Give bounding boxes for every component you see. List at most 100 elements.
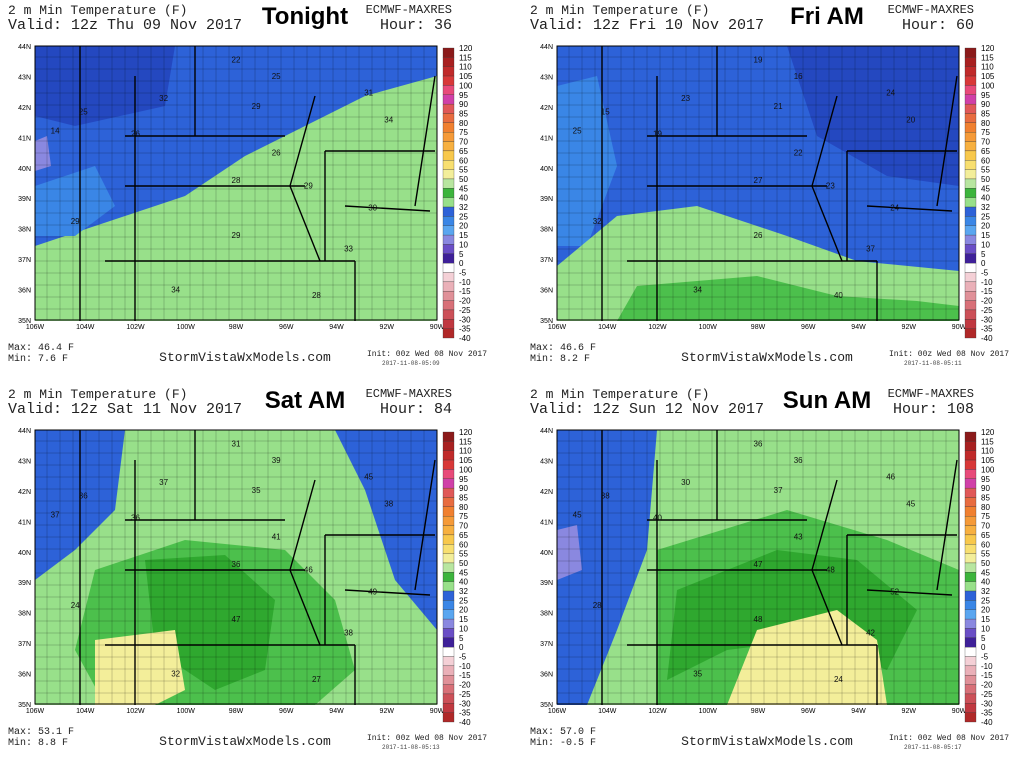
- colorbar-label: 120: [981, 428, 995, 437]
- colorbar-label: 45: [459, 568, 468, 577]
- station-value: 35: [693, 670, 702, 679]
- colorbar-cell: [964, 506, 977, 517]
- colorbar-cell: [442, 197, 455, 208]
- station-value: 52: [890, 587, 899, 596]
- colorbar-label: 110: [981, 447, 994, 456]
- temperature-map: 22 25 32 29 25 26 14 26 31 34 28 29 30 29 33 34 29 28: [34, 45, 438, 321]
- colorbar-cell: [964, 150, 977, 161]
- station-value: 36: [754, 439, 763, 448]
- colorbar-cell: [442, 572, 455, 582]
- site-name: StormVistaWxModels.com: [159, 350, 331, 365]
- latitude-label: 35N: [540, 702, 553, 709]
- state-boundary: [289, 185, 321, 262]
- colorbar-cell: [442, 534, 455, 545]
- colorbar-cell: [442, 141, 455, 152]
- colorbar-label: 115: [981, 437, 994, 446]
- colorbar-label: 20: [459, 606, 468, 615]
- colorbar-label: -25: [981, 306, 993, 315]
- station-value: 24: [71, 601, 80, 610]
- colorbar-cell: [442, 618, 455, 629]
- station-value: 26: [754, 231, 763, 240]
- colorbar-label: -40: [981, 718, 993, 727]
- colorbar-label: 95: [459, 475, 468, 484]
- panel-label: Tonight: [262, 3, 348, 30]
- init-time: Init: 00z Wed 08 Nov 2017: [889, 350, 1009, 359]
- colorbar-label: 10: [459, 240, 468, 249]
- colorbar-cell: [964, 103, 977, 114]
- min-value: Min: 8.2 F: [530, 353, 590, 365]
- colorbar-label: 0: [459, 643, 464, 652]
- colorbar-cell: [442, 562, 455, 573]
- colorbar-label: 60: [459, 540, 468, 549]
- station-value: 19: [653, 129, 662, 138]
- colorbar-cell: [964, 450, 977, 461]
- colorbar-cell: [964, 75, 977, 86]
- colorbar-label: -30: [459, 699, 471, 708]
- model-name: ECMWF-MAXRES: [888, 3, 974, 17]
- colorbar-label: 10: [981, 624, 990, 633]
- colorbar-cell: [442, 291, 455, 301]
- created-stamp: 2017-11-08-05:17: [904, 744, 962, 751]
- model-panel: 2 m Min Temperature (F)Valid: 12z Sun 12…: [530, 387, 1009, 751]
- station-value: 24: [886, 88, 895, 97]
- station-value: 23: [826, 181, 835, 190]
- colorbar-cell: [964, 141, 977, 152]
- model-panel: 2 m Min Temperature (F)Valid: 12z Fri 10…: [530, 3, 1009, 367]
- colorbar-cell: [442, 103, 455, 114]
- colorbar-cell: [442, 665, 455, 676]
- latitude-label: 40N: [540, 166, 553, 173]
- temperature-region: [35, 136, 51, 171]
- colorbar-label: 85: [981, 109, 990, 118]
- map-border: [34, 429, 438, 705]
- colorbar-label: -30: [981, 699, 993, 708]
- temperature-region: [35, 166, 115, 236]
- state-boundary: [811, 95, 838, 187]
- latitude-label: 39N: [540, 580, 553, 587]
- colorbar-label: -25: [459, 690, 471, 699]
- created-stamp: 2017-11-08-05:09: [382, 360, 440, 367]
- colorbar-cell: [442, 300, 455, 311]
- latitude-label: 38N: [540, 611, 553, 618]
- colorbar-label: 75: [459, 128, 468, 137]
- colorbar-cell: [442, 206, 455, 217]
- colorbar-cell: [442, 675, 455, 685]
- colorbar-cell: [442, 132, 455, 142]
- longitude-label: 90W: [430, 324, 445, 331]
- station-value: 37: [51, 511, 60, 520]
- colorbar-cell: [964, 665, 977, 676]
- colorbar-label: 15: [459, 615, 468, 624]
- state-boundary: [866, 589, 953, 596]
- colorbar-cell: [964, 47, 977, 58]
- colorbar-label: 20: [981, 606, 990, 615]
- colorbar-cell: [964, 206, 977, 217]
- colorbar-cell: [442, 47, 455, 58]
- colorbar-label: -30: [981, 315, 993, 324]
- longitude-label: 94W: [851, 324, 866, 331]
- longitude-label: 94W: [329, 708, 344, 715]
- latitude-label: 38N: [18, 611, 31, 618]
- longitude-label: 102W: [126, 324, 145, 331]
- site-name: StormVistaWxModels.com: [681, 350, 853, 365]
- latitude-label: 42N: [18, 105, 31, 112]
- panel-title: 2 m Min Temperature (F): [8, 3, 187, 18]
- colorbar-label: 0: [459, 259, 464, 268]
- colorbar-label: 55: [981, 550, 990, 559]
- colorbar-cell: [964, 684, 977, 695]
- colorbar-cell: [442, 272, 455, 283]
- station-value: 45: [573, 511, 582, 520]
- colorbar-label: 50: [981, 559, 990, 568]
- station-value: 42: [866, 629, 875, 638]
- colorbar-label: -40: [981, 334, 993, 343]
- colorbar-cell: [964, 197, 977, 208]
- colorbar-cell: [442, 487, 455, 498]
- station-value: 26: [131, 129, 140, 138]
- colorbar-label: 80: [981, 119, 990, 128]
- state-boundary: [936, 459, 958, 591]
- colorbar-label: 10: [981, 240, 990, 249]
- colorbar-cell: [964, 328, 977, 339]
- colorbar-cell: [964, 693, 977, 704]
- colorbar-cell: [442, 75, 455, 86]
- latitude-label: 43N: [540, 74, 553, 81]
